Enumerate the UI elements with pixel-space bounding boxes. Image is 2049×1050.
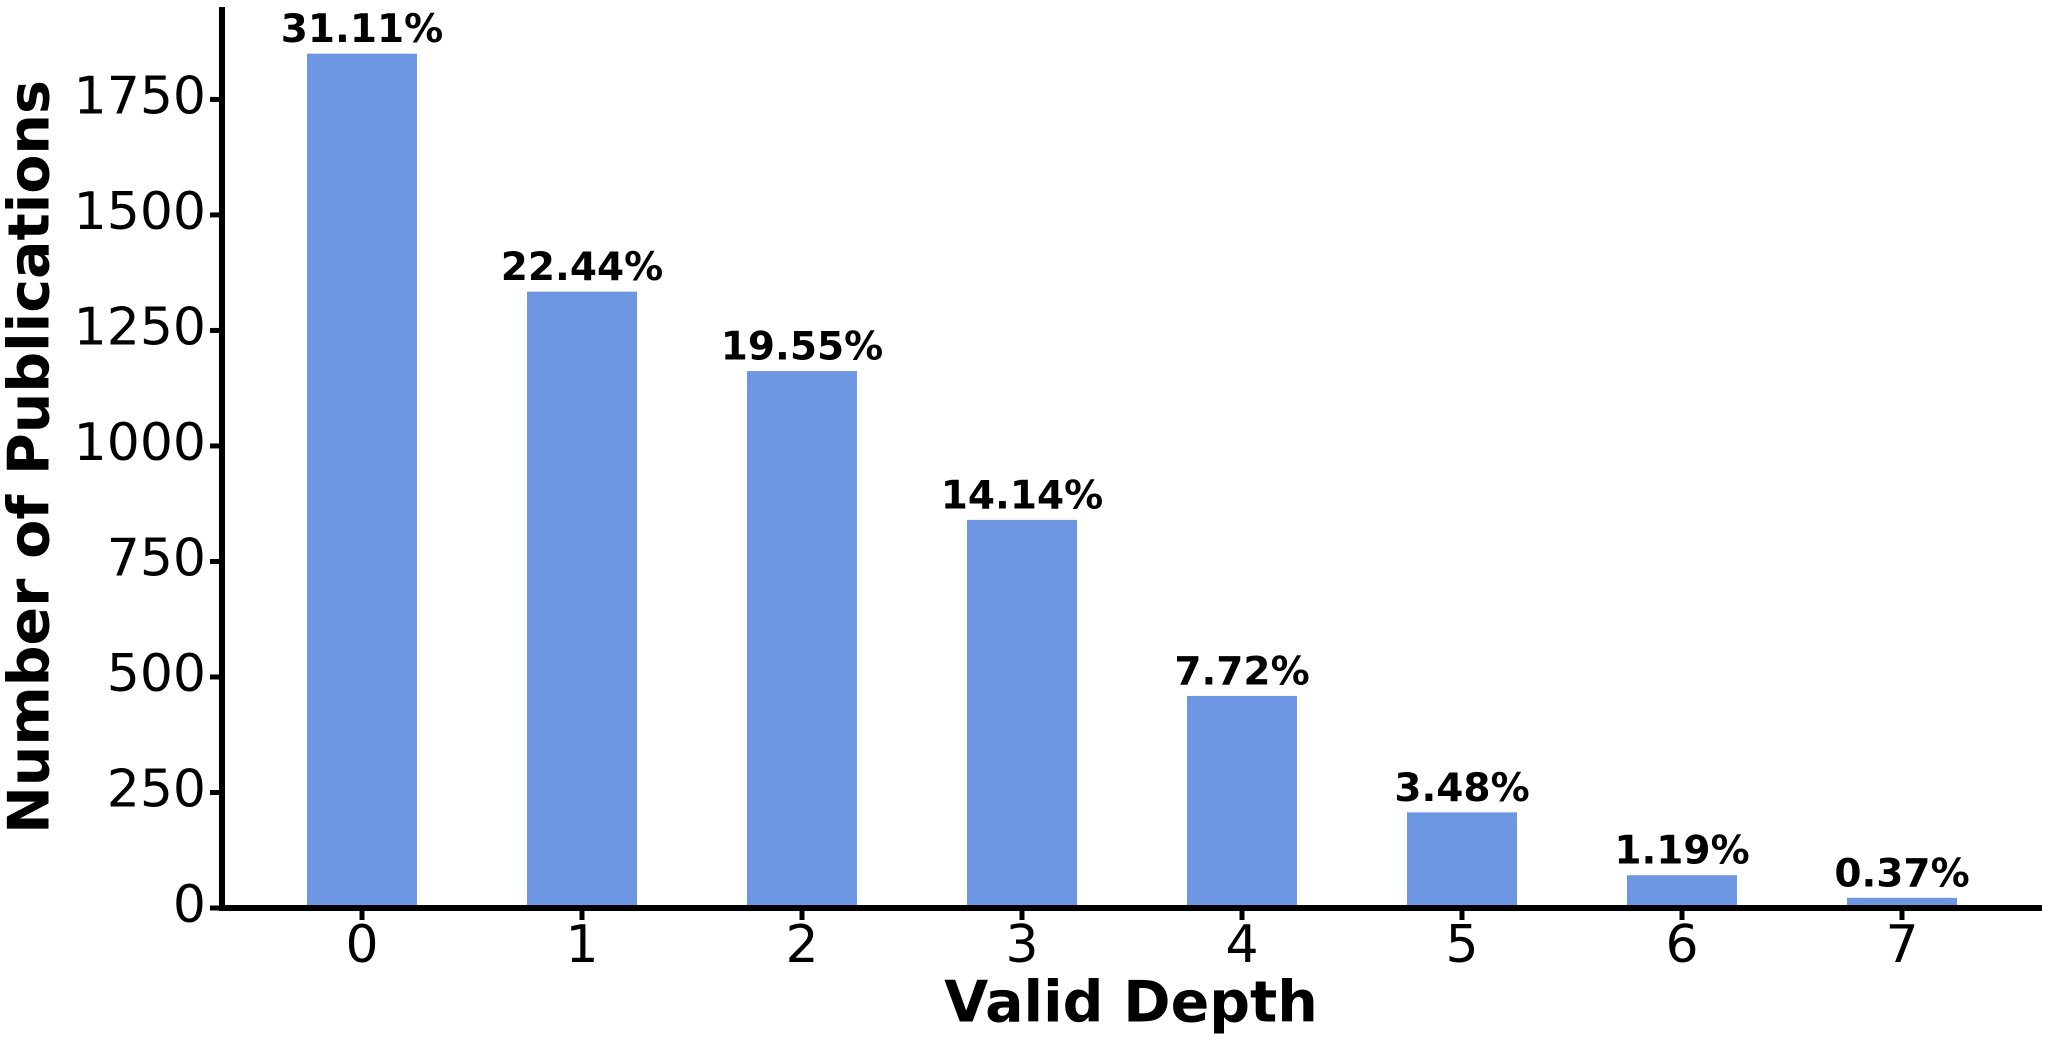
y-tick-label: 0: [173, 875, 206, 935]
value-label: 0.37%: [1834, 851, 1969, 896]
x-tick-label: 0: [345, 915, 378, 975]
value-label: 7.72%: [1174, 649, 1309, 694]
x-tick-label: 6: [1665, 915, 1698, 975]
x-tick-label: 5: [1445, 915, 1478, 975]
bar: [1407, 812, 1517, 908]
value-label: 22.44%: [501, 245, 663, 290]
bar: [747, 371, 857, 908]
x-tick-label: 3: [1005, 915, 1038, 975]
y-tick-label: 1250: [74, 297, 206, 357]
x-tick-label: 4: [1225, 915, 1258, 975]
bar: [307, 53, 417, 909]
y-tick-label: 250: [107, 759, 206, 819]
value-label: 14.14%: [941, 473, 1103, 518]
x-tick-label: 2: [785, 915, 818, 975]
value-label: 3.48%: [1394, 766, 1529, 811]
value-label: 19.55%: [721, 325, 883, 370]
y-tick-label: 1500: [74, 182, 206, 242]
x-axis-label: Valid Depth: [944, 970, 1318, 1036]
bar: [1187, 695, 1297, 908]
value-label: 31.11%: [281, 7, 443, 52]
x-tick-label: 1: [565, 915, 598, 975]
y-tick-label: 750: [107, 528, 206, 588]
bar: [1627, 875, 1737, 908]
bar: [1847, 897, 1957, 908]
bar: [967, 519, 1077, 908]
y-axis-label: Number of Publications: [0, 80, 63, 834]
y-tick-label: 1750: [74, 66, 206, 126]
value-label: 1.19%: [1614, 829, 1749, 874]
x-tick-label: 7: [1885, 915, 1918, 975]
y-tick-label: 1000: [74, 413, 206, 473]
y-tick-label: 500: [107, 644, 206, 704]
bar: [527, 291, 637, 908]
